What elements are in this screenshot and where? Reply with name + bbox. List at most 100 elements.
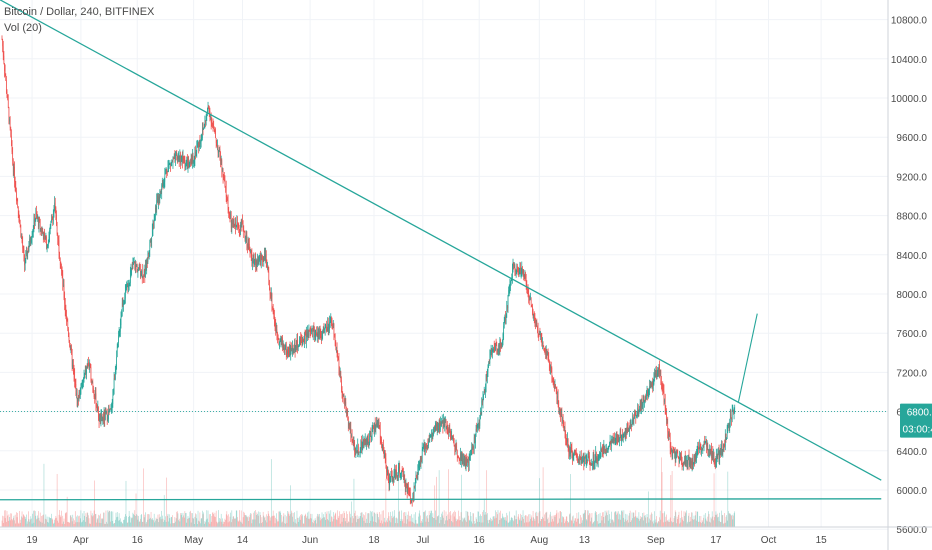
candle-body [441, 420, 443, 423]
candle-body [337, 357, 339, 360]
volume-bar [626, 521, 627, 527]
volume-bar [174, 517, 176, 527]
volume-bar [384, 517, 385, 527]
candle-body [700, 447, 702, 453]
volume-bar [231, 510, 233, 527]
volume-bar [615, 511, 617, 527]
volume-bar [125, 480, 127, 527]
candle-body [479, 418, 481, 426]
volume-bar [592, 522, 594, 527]
volume-bar [511, 516, 513, 527]
price-axis[interactable]: 10800.010400.010000.09600.09200.08800.08… [887, 0, 927, 550]
candle-body [41, 231, 43, 233]
candle-body [444, 422, 446, 426]
volume-bar [361, 512, 363, 527]
candle-body [509, 285, 511, 288]
volume-bar [64, 523, 65, 527]
candle-body [703, 447, 704, 448]
candle-body [537, 328, 539, 334]
candle-body [525, 278, 527, 285]
candle-body [153, 223, 154, 226]
candle-body [608, 446, 610, 448]
volume-bar [133, 515, 135, 527]
candle-body [190, 159, 192, 163]
volume-bar [472, 513, 474, 527]
volume-bar [591, 517, 592, 527]
candle-body [567, 438, 569, 447]
candle-body [617, 440, 619, 442]
volume-bar [281, 514, 282, 527]
volume-indicator-label[interactable]: Vol (20) [4, 22, 42, 34]
volume-bar [263, 515, 265, 527]
volume-bar [714, 514, 716, 527]
volume-bar [394, 523, 396, 527]
volume-bar [360, 512, 362, 527]
price-tag-countdown: 03:00:43 [903, 425, 932, 436]
volume-bar [430, 513, 431, 527]
candle-body [114, 378, 116, 380]
candle-body [63, 284, 65, 298]
volume-bar [177, 513, 179, 527]
volume-bar [583, 513, 585, 527]
candle-body [262, 257, 263, 261]
volume-bar [116, 512, 118, 527]
candle-body [178, 156, 180, 161]
candle-body [138, 265, 140, 268]
drawing-layer[interactable] [0, 0, 888, 501]
symbol-title[interactable]: Bitcoin / Dollar, 240, BITFINEX [4, 6, 155, 18]
volume-bar [597, 523, 599, 527]
candle-body [309, 331, 311, 332]
candle-body [462, 459, 464, 464]
volume-bar [487, 513, 488, 527]
candle-body [212, 123, 213, 125]
candle-body [316, 331, 317, 334]
volume-bar [504, 519, 506, 527]
time-axis[interactable]: 19 Apr 16 May 14 Jun 18 Jul 16 Aug 13 Sep 17 Oct 15 [0, 526, 932, 546]
candle-body [716, 454, 717, 462]
candle-body [186, 159, 188, 163]
volume-bar [158, 522, 159, 527]
candle-body [455, 449, 456, 451]
volume-bar [676, 523, 677, 527]
candle-body [69, 346, 71, 350]
volume-bar [676, 516, 678, 527]
candle-body [429, 437, 431, 442]
candle-body [490, 352, 491, 355]
candle-body [445, 419, 446, 423]
candle-body [83, 377, 84, 383]
volume-bar [279, 510, 281, 527]
candle-body [696, 453, 697, 459]
volume-bar [723, 523, 724, 527]
candle-body [100, 417, 101, 424]
volume-bar [362, 517, 364, 527]
volume-bar [34, 511, 36, 527]
candle-body [348, 423, 350, 426]
volume-bar [153, 513, 155, 527]
candle-body [559, 408, 561, 415]
candle-body [266, 263, 268, 268]
volume-bar [262, 511, 264, 527]
candle-body [171, 161, 173, 163]
candle-body [466, 458, 467, 466]
volume-bar [449, 512, 451, 527]
candle-body [396, 475, 398, 477]
candle-body [403, 475, 405, 478]
candle-body [681, 456, 682, 460]
candle-body [730, 414, 731, 422]
volume-bar [96, 519, 98, 527]
volume-bar [401, 510, 402, 527]
volume-bar [582, 520, 583, 527]
candle-body [255, 261, 257, 268]
volume-bar [326, 511, 328, 527]
candle-body [43, 233, 44, 240]
volume-bar [627, 522, 629, 527]
candle-body [528, 295, 529, 298]
volume-bar [179, 521, 181, 527]
volume-bar [413, 522, 414, 527]
candle-body [513, 262, 514, 265]
volume-bar [420, 515, 421, 527]
candle-body [647, 393, 649, 396]
volume-bar [141, 521, 143, 527]
